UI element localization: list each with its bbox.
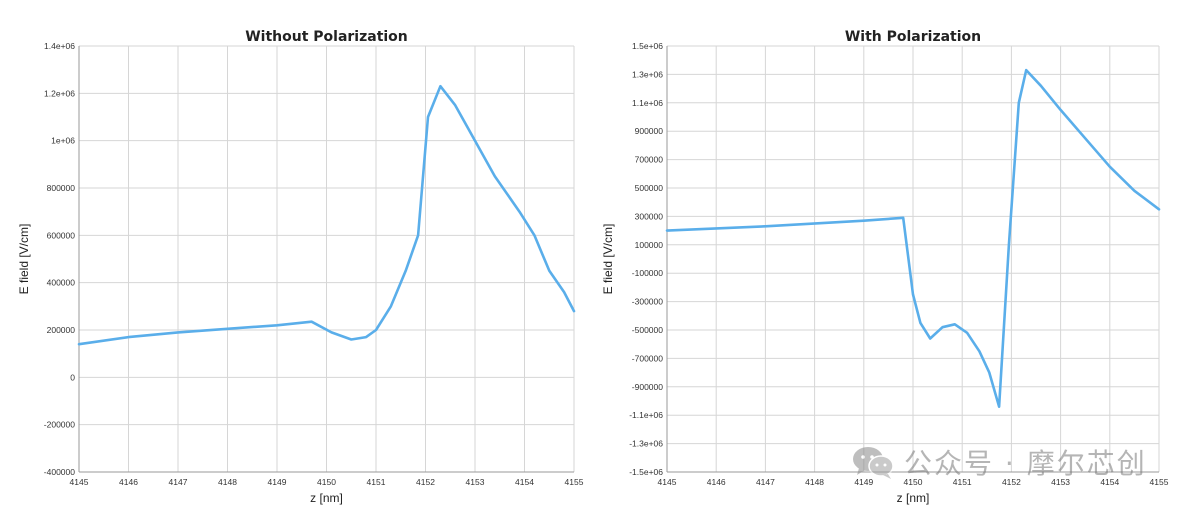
y-tick-label: 600000 — [47, 230, 76, 240]
x-tick-label: 4148 — [218, 477, 237, 487]
y-tick-label: -200000 — [44, 420, 75, 430]
x-tick-label: 4154 — [515, 477, 534, 487]
y-tick-label: -500000 — [632, 325, 663, 335]
series-line — [77, 84, 576, 346]
chart-without-polarization: 4145 4146 4147 4148 4149 4150 4151 4152 4153 4154… — [17, 29, 584, 505]
y-tick-label: -100000 — [632, 268, 663, 278]
y-tick-label: -1.1e+06 — [629, 410, 663, 420]
y-axis-label: E field [V/cm] — [601, 224, 615, 295]
x-tick-label: 4149 — [268, 477, 287, 487]
y-tick-label: 900000 — [635, 126, 664, 136]
x-tick-label: 4153 — [466, 477, 485, 487]
wechat-icon — [853, 447, 894, 479]
watermark-text: 公众号 · 摩尔芯创 — [904, 447, 1147, 480]
x-tick-label: 4151 — [953, 477, 972, 487]
x-tick-label: 4147 — [169, 477, 188, 487]
y-tick-label: -700000 — [632, 353, 663, 363]
x-tick-label: 4152 — [416, 477, 435, 487]
y-tick-label: -1.5e+06 — [629, 467, 663, 477]
y-tick-label: -300000 — [632, 297, 663, 307]
y-tick-label: 100000 — [635, 240, 664, 250]
x-tick-label: 4155 — [1150, 477, 1169, 487]
y-tick-label: 1.2e+06 — [44, 88, 75, 98]
y-tick-label: -900000 — [632, 382, 663, 392]
chart-with-polarization: 4145 4146 4147 4148 4149 4150 4151 4152 4153 4154… — [601, 29, 1169, 505]
x-tick-label: 4150 — [317, 477, 336, 487]
y-tick-label: 700000 — [635, 155, 664, 165]
y-tick-label: 300000 — [635, 211, 664, 221]
x-axis-label: z [nm] — [897, 491, 930, 505]
y-tick-label: 1.3e+06 — [632, 69, 663, 79]
y-tick-label: 800000 — [47, 183, 76, 193]
y-tick-label: 400000 — [47, 278, 76, 288]
x-tick-label: 4155 — [565, 477, 584, 487]
y-tick-label: 200000 — [47, 325, 76, 335]
y-tick-label: 0 — [70, 372, 75, 382]
x-axis-label: z [nm] — [310, 491, 343, 505]
x-tick-label: 4145 — [70, 477, 89, 487]
y-tick-label: 1.5e+06 — [632, 41, 663, 51]
x-tick-label: 4154 — [1100, 477, 1119, 487]
x-tick-label: 4150 — [904, 477, 923, 487]
x-tick-label: 4148 — [805, 477, 824, 487]
x-tick-label: 4146 — [707, 477, 726, 487]
y-tick-label: 1.4e+06 — [44, 41, 75, 51]
y-tick-label: -400000 — [44, 467, 75, 477]
x-tick-label: 4147 — [756, 477, 775, 487]
x-tick-label: 4153 — [1051, 477, 1070, 487]
chart-title: Without Polarization — [245, 29, 408, 45]
y-tick-label: 1e+06 — [51, 136, 75, 146]
x-tick-label: 4145 — [658, 477, 677, 487]
series-line — [665, 68, 1161, 409]
x-tick-label: 4151 — [367, 477, 386, 487]
y-tick-label: -1.3e+06 — [629, 439, 663, 449]
y-tick-label: 1.1e+06 — [632, 98, 663, 108]
x-tick-label: 4149 — [854, 477, 873, 487]
chart-title: With Polarization — [845, 29, 981, 45]
y-axis-label: E field [V/cm] — [17, 224, 31, 295]
x-tick-label: 4152 — [1002, 477, 1021, 487]
watermark: 公众号 · 摩尔芯创 — [852, 442, 1147, 482]
x-tick-label: 4146 — [119, 477, 138, 487]
y-tick-label: 500000 — [635, 183, 664, 193]
